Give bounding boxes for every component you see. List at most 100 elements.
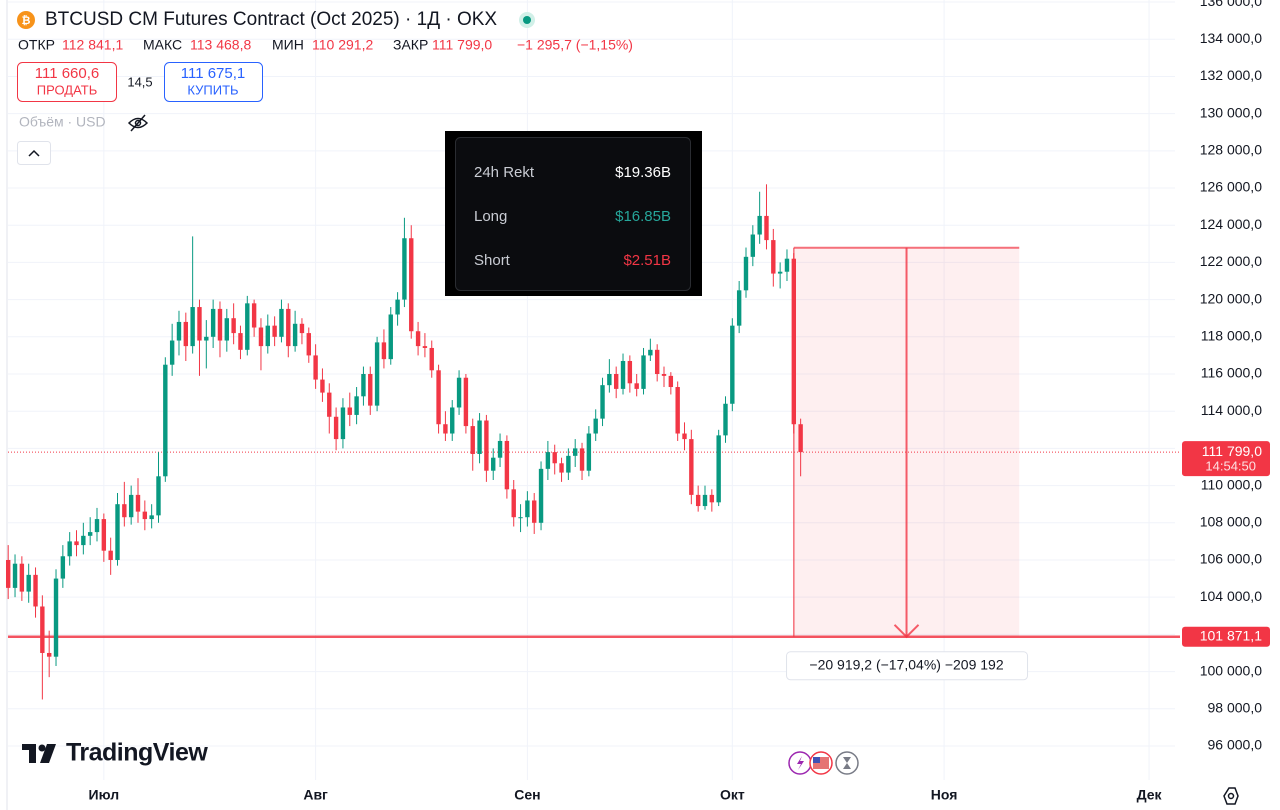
candle-body [122,504,127,518]
candle-body [217,308,223,341]
candle-body [149,515,154,520]
candle-body [429,347,434,371]
volume-label: Объём · USD [19,114,106,130]
candle-body [94,519,100,533]
rekt-value: $2.51B [623,252,671,269]
candle-body [415,331,421,347]
candle-body [245,303,250,350]
y-tick-label: 118 000,0 [1201,328,1262,344]
stat-value: 111 799,0 [432,37,492,53]
x-tick-label: Июл [89,787,120,803]
rekt-label: Long [474,208,507,225]
candle-body [573,448,578,456]
x-tick-label: Сен [514,787,540,803]
settings-icon[interactable] [1223,787,1239,805]
stat-label: ОТКР [18,37,55,53]
candle-body [402,238,407,300]
candle-body [224,318,230,341]
event-icons[interactable] [788,751,859,775]
candle-body [791,258,797,425]
candle-body [634,383,639,389]
stat-value: 110 291,2 [312,37,373,53]
stat-value: 112 841,1 [62,37,123,53]
candle-body [504,440,510,490]
candle-body [600,385,605,419]
stat-value: 113 468,8 [190,37,251,53]
candle-body [579,448,585,471]
candle-body [204,336,209,341]
y-tick-label: 136 000,0 [1200,0,1262,9]
candle-body [156,476,161,516]
candle-body [33,574,38,607]
candle-body [231,318,236,334]
brand-logo [22,744,56,763]
candle-body [654,349,660,375]
candle-body [607,374,612,386]
candle-body [46,652,52,657]
candle-body [641,355,646,389]
sell-price: 111 660,6 [35,65,100,82]
rekt-value: $16.85B [615,208,671,225]
measure-label: −20 919,2 (−17,04%) −209 192 [809,656,1003,672]
y-tick-label: 98 000,0 [1208,699,1263,715]
candle-body [784,258,790,272]
candle-body [716,435,721,503]
last-price-tag [1182,441,1270,477]
candle-body [354,396,359,415]
candle-body [668,375,674,388]
stat-label: ЗАКР [393,37,428,53]
sell-button[interactable] [17,62,117,102]
candle-body [518,517,523,519]
status-dot [523,16,531,24]
y-tick-label: 100 000,0 [1200,662,1262,678]
coin-glyph: ₿ [22,15,31,27]
candle-body [422,346,428,348]
candle-body [798,424,803,453]
y-tick-label: 106 000,0 [1200,551,1262,567]
hide-icon[interactable] [127,114,149,132]
x-tick-label: Авг [303,787,328,803]
candle-body [183,321,189,347]
candle-body [525,500,530,518]
y-tick-label: 126 000,0 [1200,179,1262,195]
candle-body [532,500,537,523]
candle-body [115,504,120,560]
candle-body [682,433,687,440]
candle-body [743,256,749,291]
candle-body [238,333,243,350]
candle-body [320,379,325,393]
candle-body [272,325,277,337]
y-tick-label: 96 000,0 [1208,737,1263,753]
candle-body [477,420,482,454]
candle-body [333,416,339,440]
candle-body [74,541,79,546]
rekt-label: Short [474,252,511,269]
candle-body [586,433,592,471]
candle-body [258,327,264,347]
candle-body [730,325,735,404]
candle-body [491,457,496,471]
candle-body [67,541,72,557]
candle-body [613,374,619,389]
candle-body [409,238,414,332]
last-price-label: 111 799,0 [1202,443,1262,459]
rekt-label: 24h Rekt [474,164,535,181]
y-tick-label: 110 000,0 [1201,476,1262,492]
y-tick-label: 108 000,0 [1200,513,1262,529]
collapse-button[interactable] [17,141,51,165]
candle-body [108,550,113,560]
candle-body [81,535,86,546]
candle-body [169,340,175,365]
stat-label: МАКС [143,37,182,53]
candle-body [374,342,380,406]
buy-button[interactable] [164,62,263,102]
candle-body [757,215,762,235]
candle-body [313,355,318,380]
candle-body [689,439,694,495]
candle-body [545,452,551,469]
level-label: 101 871,1 [1200,627,1262,643]
stat-change: −1 295,7 (−1,15%) [517,37,633,53]
candle-body [292,323,298,347]
sell-label: ПРОДАТЬ [37,82,98,97]
